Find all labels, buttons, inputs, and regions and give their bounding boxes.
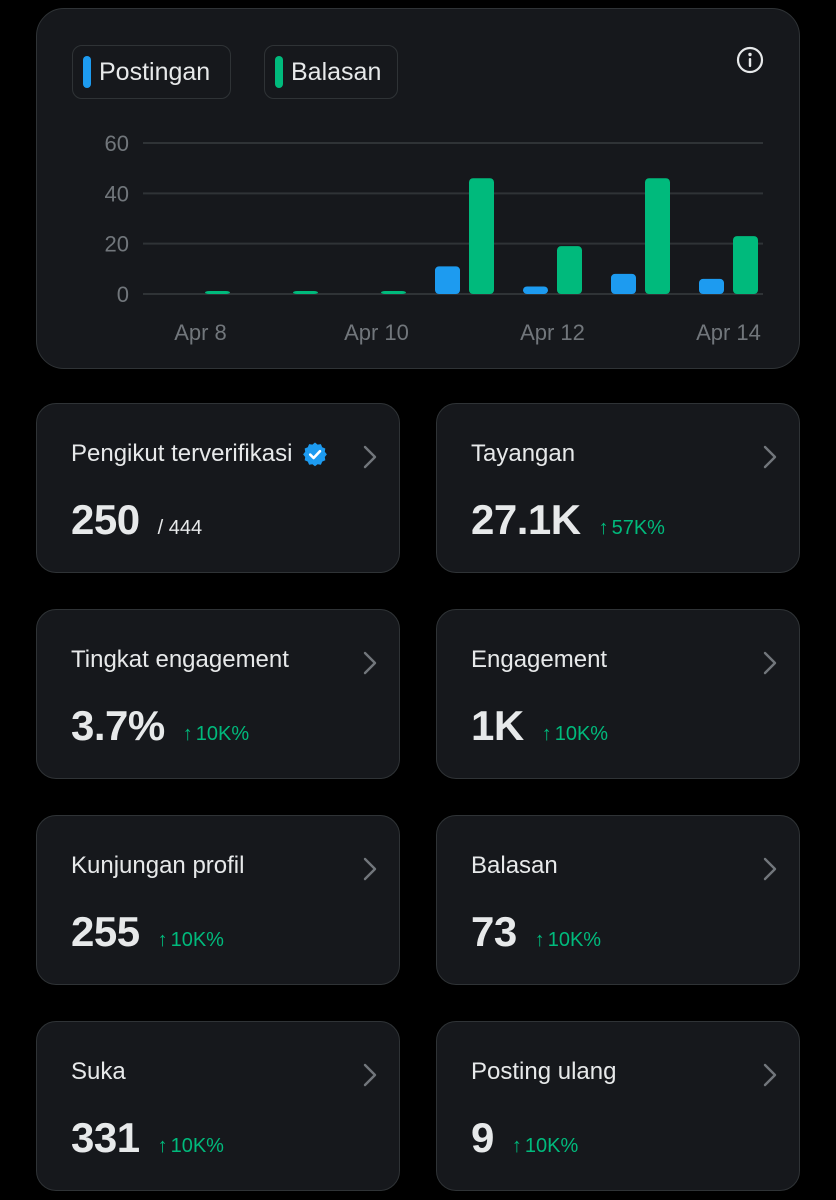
arrow-up-icon: ↑ <box>157 929 168 951</box>
stat-title: Engagement <box>471 646 608 673</box>
stat-change: ↑ 10K% <box>158 1135 224 1158</box>
stat-title: Balasan <box>471 852 558 879</box>
stat-value: 1K <box>471 702 524 749</box>
chevron-right-icon <box>763 857 777 881</box>
x-tick-label: Apr 10 <box>344 320 409 345</box>
stat-change-text: 10K% <box>524 1135 579 1157</box>
chevron-right-icon <box>363 1063 377 1087</box>
bar-balasan-0 <box>205 291 230 294</box>
stat-card-engagement-rate[interactable]: Tingkat engagement 3.7% ↑ 10K% <box>36 609 400 779</box>
stat-value: 255 <box>71 908 140 955</box>
chevron-right-icon <box>763 1063 777 1087</box>
arrow-up-icon: ↑ <box>598 517 609 539</box>
stat-total: / 444 <box>157 517 203 539</box>
stat-value: 27.1K <box>471 496 581 543</box>
chevron-right-icon <box>363 445 377 469</box>
stat-row: 9 ↑ 10K% <box>471 1114 578 1162</box>
arrow-up-icon: ↑ <box>182 723 193 745</box>
legend-balasan[interactable]: Balasan <box>264 45 398 99</box>
stat-card-reposts[interactable]: Posting ulang 9 ↑ 10K% <box>436 1021 800 1191</box>
stat-row: 331 ↑ 10K% <box>71 1114 224 1162</box>
chevron-right-icon <box>763 651 777 675</box>
y-tick-label: 60 <box>105 131 129 156</box>
arrow-up-icon: ↑ <box>157 1135 168 1157</box>
bar-balasan-1 <box>293 291 318 294</box>
stat-card-impressions[interactable]: Tayangan 27.1K ↑ 57K% <box>436 403 800 573</box>
stat-row: 1K ↑ 10K% <box>471 702 608 750</box>
bar-balasan-4 <box>557 246 582 294</box>
stat-change-text: 10K% <box>170 929 224 951</box>
stat-row: 3.7% ↑ 10K% <box>71 702 249 750</box>
bar-chart: 0 20 40 60 Apr 8 Apr 10 Apr 12 Apr 14 <box>105 131 763 345</box>
stat-card-verified-followers[interactable]: Pengikut terverifikasi 250 / 444 <box>36 403 400 573</box>
chart-card: Postingan Balasan 0 20 40 60 Apr 8 Apr 10 Apr … <box>36 8 800 369</box>
bar-balasan-3 <box>469 178 494 294</box>
bar-balasan-6 <box>733 236 758 294</box>
info-icon[interactable] <box>736 46 764 74</box>
legend-postingan[interactable]: Postingan <box>72 45 231 99</box>
stat-change-text: 57K% <box>611 517 665 539</box>
stat-title: Suka <box>71 1058 126 1085</box>
stat-change-text: 10K% <box>547 929 602 951</box>
stat-change-text: 10K% <box>554 723 609 745</box>
stat-title: Kunjungan profil <box>71 852 245 879</box>
stat-title: Tayangan <box>471 440 576 467</box>
bar-postingan-3 <box>435 266 460 294</box>
arrow-up-icon: ↑ <box>541 723 552 745</box>
stat-change-text: 10K% <box>170 1135 224 1157</box>
stat-value: 9 <box>471 1114 494 1161</box>
arrow-up-icon: ↑ <box>534 929 545 951</box>
stat-card-profile-visits[interactable]: Kunjungan profil 255 ↑ 10K% <box>36 815 400 985</box>
legend-balasan-label: Balasan <box>291 57 382 86</box>
legend-postingan-label: Postingan <box>99 57 211 86</box>
stat-change: ↑ 10K% <box>512 1135 578 1158</box>
stat-change: ↑ 57K% <box>599 517 665 540</box>
bar-postingan-5 <box>611 273 636 294</box>
legend-balasan-swatch <box>275 56 283 88</box>
bar-postingan-6 <box>699 278 724 294</box>
x-tick-label: Apr 12 <box>520 320 585 345</box>
stat-card-likes[interactable]: Suka 331 ↑ 10K% <box>36 1021 400 1191</box>
stat-title-text: Pengikut terverifikasi <box>71 440 293 467</box>
bar-balasan-5 <box>645 178 670 294</box>
stat-value: 250 <box>71 496 140 543</box>
x-tick-label: Apr 8 <box>174 320 227 345</box>
stat-change-text: 10K% <box>195 723 250 745</box>
arrow-up-icon: ↑ <box>511 1135 522 1157</box>
y-tick-label: 40 <box>105 181 129 206</box>
bar-postingan-4 <box>523 286 548 294</box>
stat-value: 73 <box>471 908 517 955</box>
stat-value: 3.7% <box>71 702 165 749</box>
stat-row: 73 ↑ 10K% <box>471 908 601 956</box>
stat-row: 255 ↑ 10K% <box>71 908 224 956</box>
stat-card-replies[interactable]: Balasan 73 ↑ 10K% <box>436 815 800 985</box>
verified-badge-icon <box>303 442 328 467</box>
chevron-right-icon <box>763 445 777 469</box>
chevron-right-icon <box>363 651 377 675</box>
stat-change: ↑ 10K% <box>183 723 249 746</box>
stat-title: Posting ulang <box>471 1058 617 1085</box>
stat-row: 250 / 444 <box>71 496 202 544</box>
y-tick-label: 20 <box>105 232 129 257</box>
stat-value: 331 <box>71 1114 140 1161</box>
x-tick-label: Apr 14 <box>696 320 761 345</box>
y-tick-label: 0 <box>117 282 129 307</box>
stat-change: ↑ 10K% <box>158 929 224 952</box>
bar-balasan-2 <box>381 291 406 294</box>
stat-row: 27.1K ↑ 57K% <box>471 496 665 544</box>
stat-title: Tingkat engagement <box>71 646 289 673</box>
stat-card-engagement[interactable]: Engagement 1K ↑ 10K% <box>436 609 800 779</box>
chevron-right-icon <box>363 857 377 881</box>
stat-change: ↑ 10K% <box>542 723 608 746</box>
stat-title: Pengikut terverifikasi <box>71 440 328 468</box>
stat-change: ↑ 10K% <box>535 929 601 952</box>
legend-postingan-swatch <box>83 56 91 88</box>
